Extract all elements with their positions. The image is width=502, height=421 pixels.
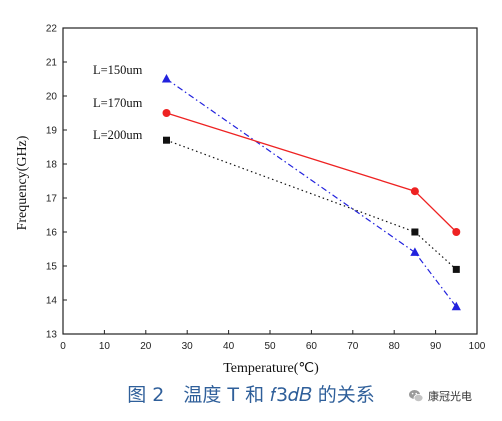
series-label: L=150um	[93, 63, 143, 77]
x-axis-label: Temperature(℃)	[223, 361, 319, 376]
x-tick-label: 50	[264, 341, 276, 352]
y-tick-label: 16	[46, 228, 58, 239]
x-tick-label: 40	[223, 341, 235, 352]
y-tick-label: 13	[46, 330, 58, 341]
watermark-text: 康冠光电	[428, 390, 472, 403]
x-tick-label: 80	[389, 341, 401, 352]
y-axis-ticks: 13 14 15 16 17 18 19 20 21 22	[46, 24, 67, 341]
y-tick-label: 15	[46, 262, 58, 273]
data-point-triangle	[410, 247, 420, 256]
x-tick-label: 60	[306, 341, 318, 352]
y-tick-label: 14	[46, 296, 58, 307]
data-point-circle	[410, 187, 419, 196]
x-axis-ticks: 0 10 20 30 40 50 60 70 80 90 100	[60, 330, 486, 352]
series-line-3	[166, 139, 457, 270]
y-tick-label: 18	[46, 160, 58, 171]
wechat-icon	[409, 390, 424, 402]
data-point-square	[452, 265, 460, 273]
x-tick-label: 30	[182, 341, 194, 352]
x-tick-label: 100	[469, 341, 486, 352]
watermark: 康冠光电	[408, 387, 472, 405]
data-point-circle	[452, 228, 461, 236]
y-tick-label: 19	[46, 126, 58, 137]
x-tick-label: 70	[347, 341, 359, 352]
frequency-temperature-chart: 0 10 20 30 40 50 60 70 80 90 100 13 14 15 16 17 18 19 20 2…	[15, 24, 486, 377]
figure-caption: 图 2 温度 T 和 𝑓3𝑑𝐵 的关系	[127, 384, 375, 406]
series-labels: L=150um L=170um L=200um	[93, 63, 143, 142]
x-tick-label: 20	[140, 341, 152, 352]
data-point-triangle	[451, 301, 461, 311]
x-tick-label: 10	[99, 341, 111, 352]
series-line-2	[166, 112, 457, 233]
data-point-circle	[162, 109, 171, 117]
y-tick-label: 20	[46, 92, 58, 103]
series-label: L=200um	[93, 128, 143, 142]
y-tick-label: 21	[46, 58, 58, 69]
y-tick-label: 17	[46, 194, 58, 205]
data-point-square	[411, 228, 419, 236]
x-tick-label: 90	[430, 341, 442, 352]
data-point-triangle	[161, 74, 172, 83]
y-axis-label: Frequency(GHz)	[15, 135, 30, 230]
x-tick-label: 0	[60, 341, 66, 352]
series-label: L=170um	[93, 96, 143, 110]
data-point-square	[163, 136, 170, 144]
series-layer	[161, 74, 461, 311]
y-tick-label: 22	[46, 24, 58, 35]
